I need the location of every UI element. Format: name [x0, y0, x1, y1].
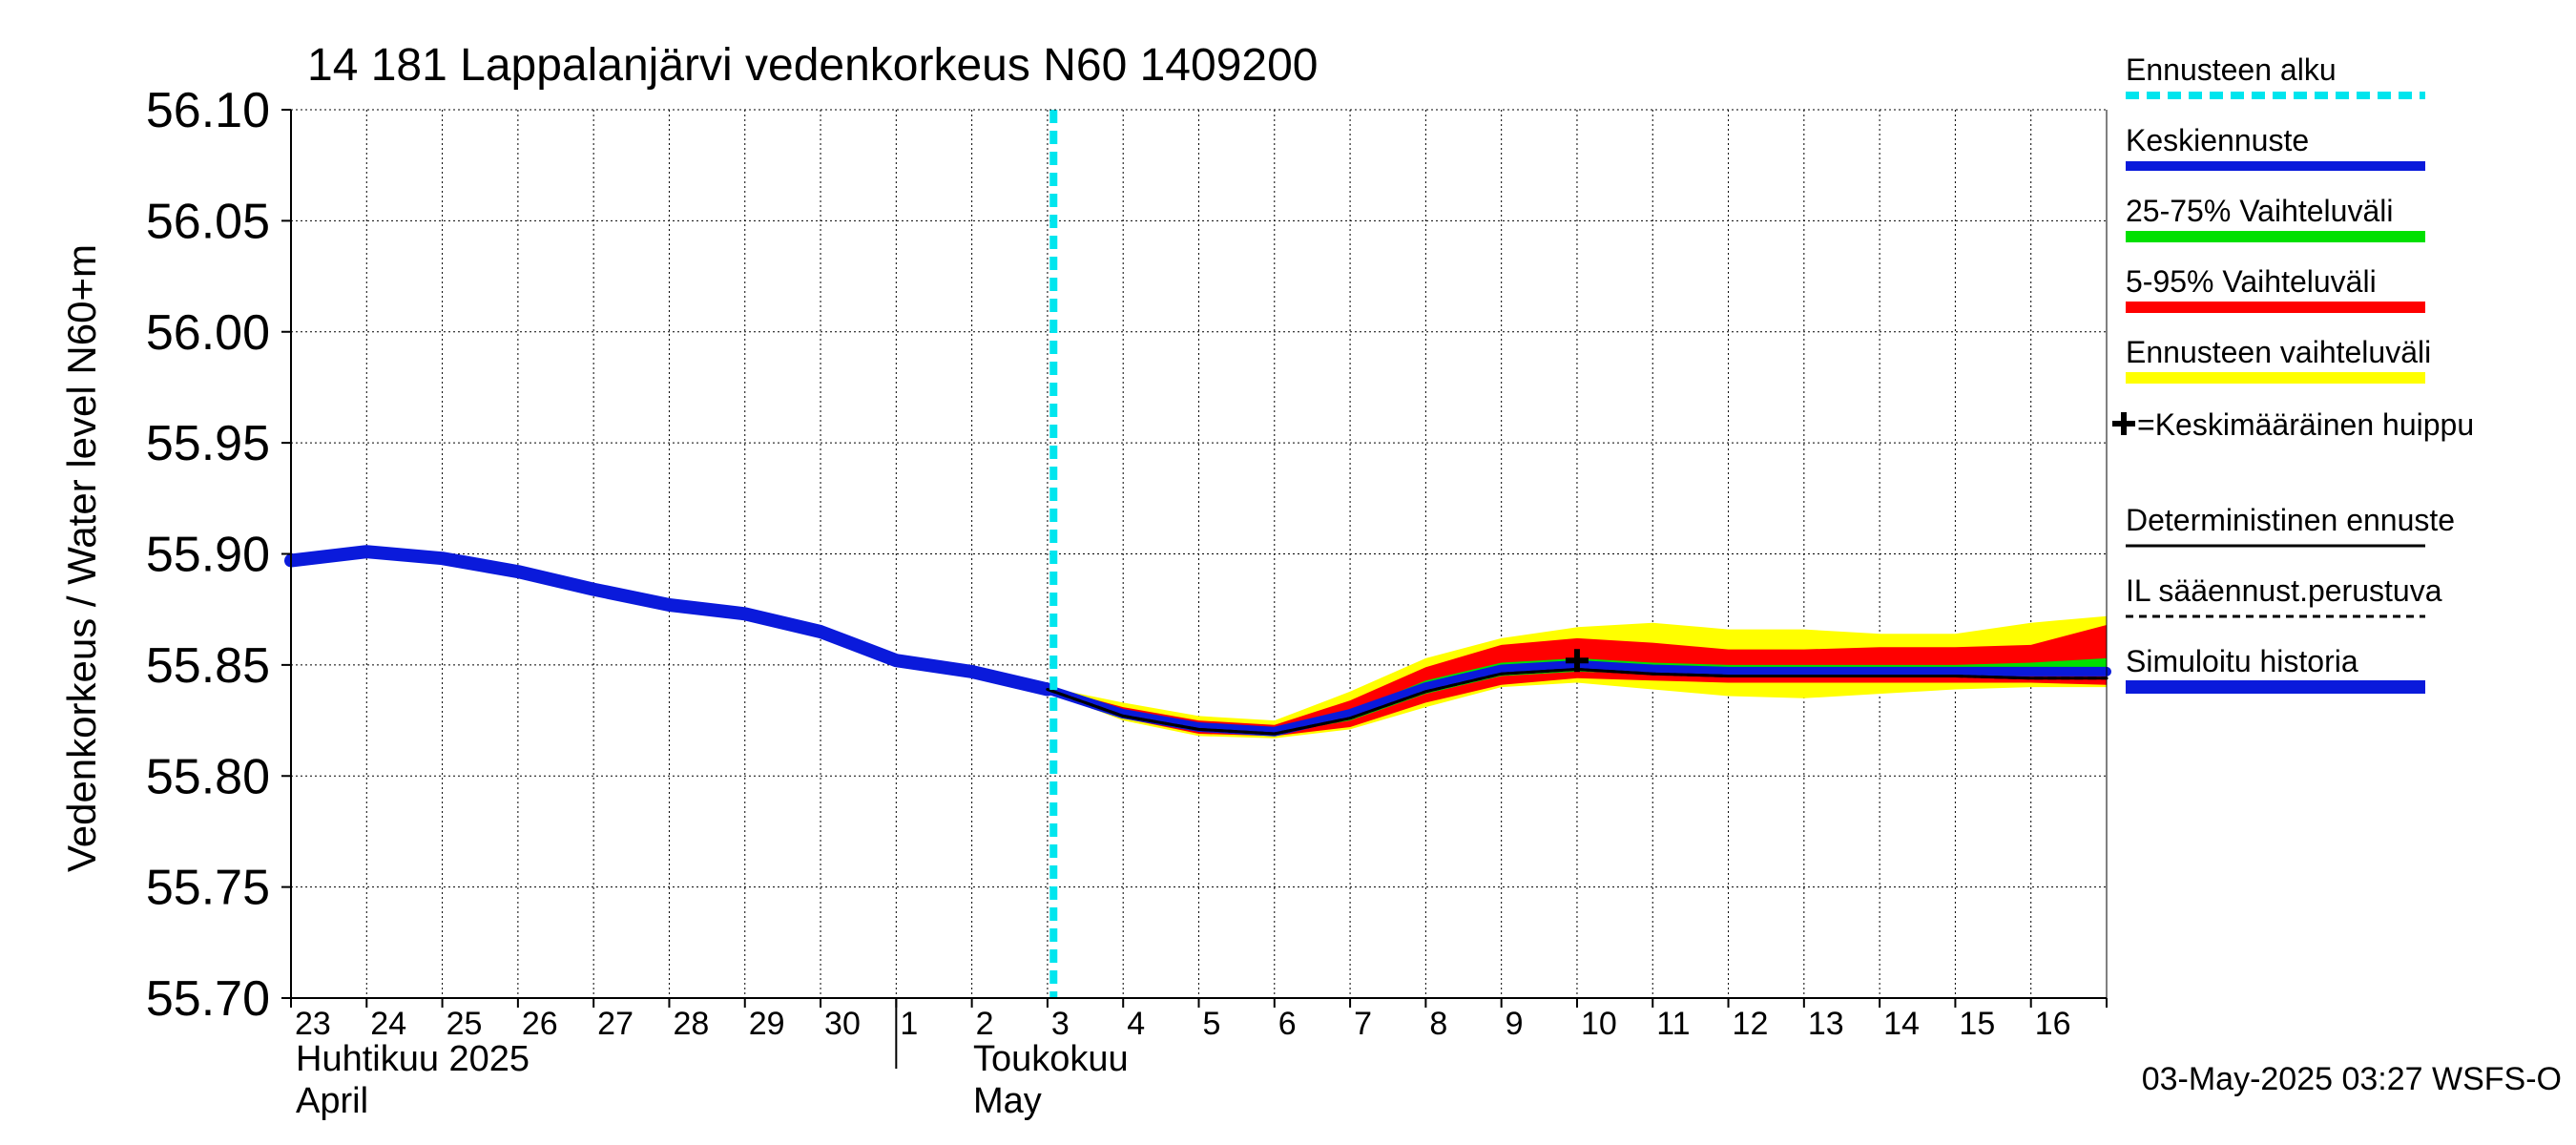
- y-tick-labels: 55.70 55.75 55.80 55.85 55.90 55.95 56.00 56.05…: [146, 83, 270, 1027]
- y-tick-label: 55.70: [146, 971, 270, 1027]
- x-tick-label: 16: [2035, 1006, 2071, 1042]
- x-tick-label: 25: [447, 1006, 483, 1042]
- x-tick-label: 3: [1051, 1006, 1070, 1042]
- y-tick-label: 55.75: [146, 861, 270, 916]
- x-tick-label: 23: [295, 1006, 331, 1042]
- il-forecast-line: [1046, 668, 2109, 736]
- range-5-95-band: [1047, 625, 2107, 737]
- x-tick-label: 14: [1883, 1006, 1920, 1042]
- month-label-april-fi: Huhtikuu 2025: [296, 1039, 530, 1079]
- y-tick-label: 56.00: [146, 305, 270, 361]
- range-25-75-band: [1047, 657, 2107, 734]
- y-tick-label: 56.10: [146, 83, 270, 138]
- x-tick-label: 6: [1278, 1006, 1297, 1042]
- timestamp: 03-May-2025 03:27 WSFS-O: [2142, 1061, 2562, 1097]
- legend-label-deterministic: Deterministinen ennuste: [2126, 503, 2455, 537]
- simulated-history-line: [284, 545, 1054, 697]
- month-label-april-en: April: [296, 1081, 368, 1121]
- x-tick-label: 8: [1429, 1006, 1447, 1042]
- y-tick-label: 55.85: [146, 638, 270, 694]
- legend-label-range-25-75: 25-75% Vaihteluväli: [2126, 194, 2393, 228]
- x-tick-label: 28: [673, 1006, 709, 1042]
- legend-label-mean-peak: =Keskimääräinen huippu: [2137, 407, 2474, 442]
- x-tick-label: 24: [370, 1006, 406, 1042]
- legend: Ennusteen alku Keskiennuste 25-75% Vaiht…: [2112, 52, 2474, 694]
- y-tick-label: 55.90: [146, 528, 270, 583]
- x-tick-label: 4: [1127, 1006, 1145, 1042]
- y-tick-label: 56.05: [146, 194, 270, 249]
- x-tick-label: 13: [1808, 1006, 1844, 1042]
- y-tick-label: 55.95: [146, 416, 270, 471]
- series-lines: [284, 545, 2111, 737]
- mean-peak-marker: [1565, 649, 1589, 673]
- legend-plus-icon: [2112, 412, 2135, 435]
- x-tick-label: 5: [1203, 1006, 1221, 1042]
- x-tick-label: 1: [900, 1006, 918, 1042]
- legend-label-forecast-range: Ennusteen vaihteluväli: [2126, 335, 2431, 369]
- x-tick-label: 10: [1581, 1006, 1617, 1042]
- y-axis-label: Vedenkorkeus / Water level N60+m: [59, 244, 104, 872]
- x-tick-label: 26: [522, 1006, 558, 1042]
- forecast-bands: [1047, 615, 2107, 739]
- x-tick-label: 11: [1656, 1006, 1690, 1042]
- x-tick-label: 7: [1354, 1006, 1372, 1042]
- x-tick-label: 15: [1959, 1006, 1995, 1042]
- x-tick-label: 12: [1733, 1006, 1769, 1042]
- x-tick-label: 2: [976, 1006, 994, 1042]
- legend-label-mean-forecast: Keskiennuste: [2126, 123, 2309, 157]
- x-tick-labels: 23 24 25 26 27 28 29 30 1 2 3 4 5 6 7 8 9 10 11 12 13 14 15 16: [295, 1006, 2071, 1042]
- month-label-may-en: May: [973, 1081, 1042, 1121]
- month-label-may-fi: Toukokuu: [973, 1039, 1129, 1079]
- axes: [281, 109, 2108, 1069]
- x-tick-label: 9: [1506, 1006, 1524, 1042]
- legend-label-simulated-history: Simuloitu historia: [2126, 644, 2358, 678]
- x-tick-label: 27: [597, 1006, 634, 1042]
- legend-label-il-forecast: IL sääennust.perustuva: [2126, 573, 2442, 608]
- y-tick-label: 55.80: [146, 749, 270, 804]
- x-tick-label: 29: [749, 1006, 785, 1042]
- chart-title: 14 181 Lappalanjärvi vedenkorkeus N60 14…: [307, 40, 1318, 91]
- legend-label-range-5-95: 5-95% Vaihteluväli: [2126, 264, 2377, 299]
- legend-label-forecast-start: Ennusteen alku: [2126, 52, 2337, 87]
- x-tick-label: 30: [824, 1006, 861, 1042]
